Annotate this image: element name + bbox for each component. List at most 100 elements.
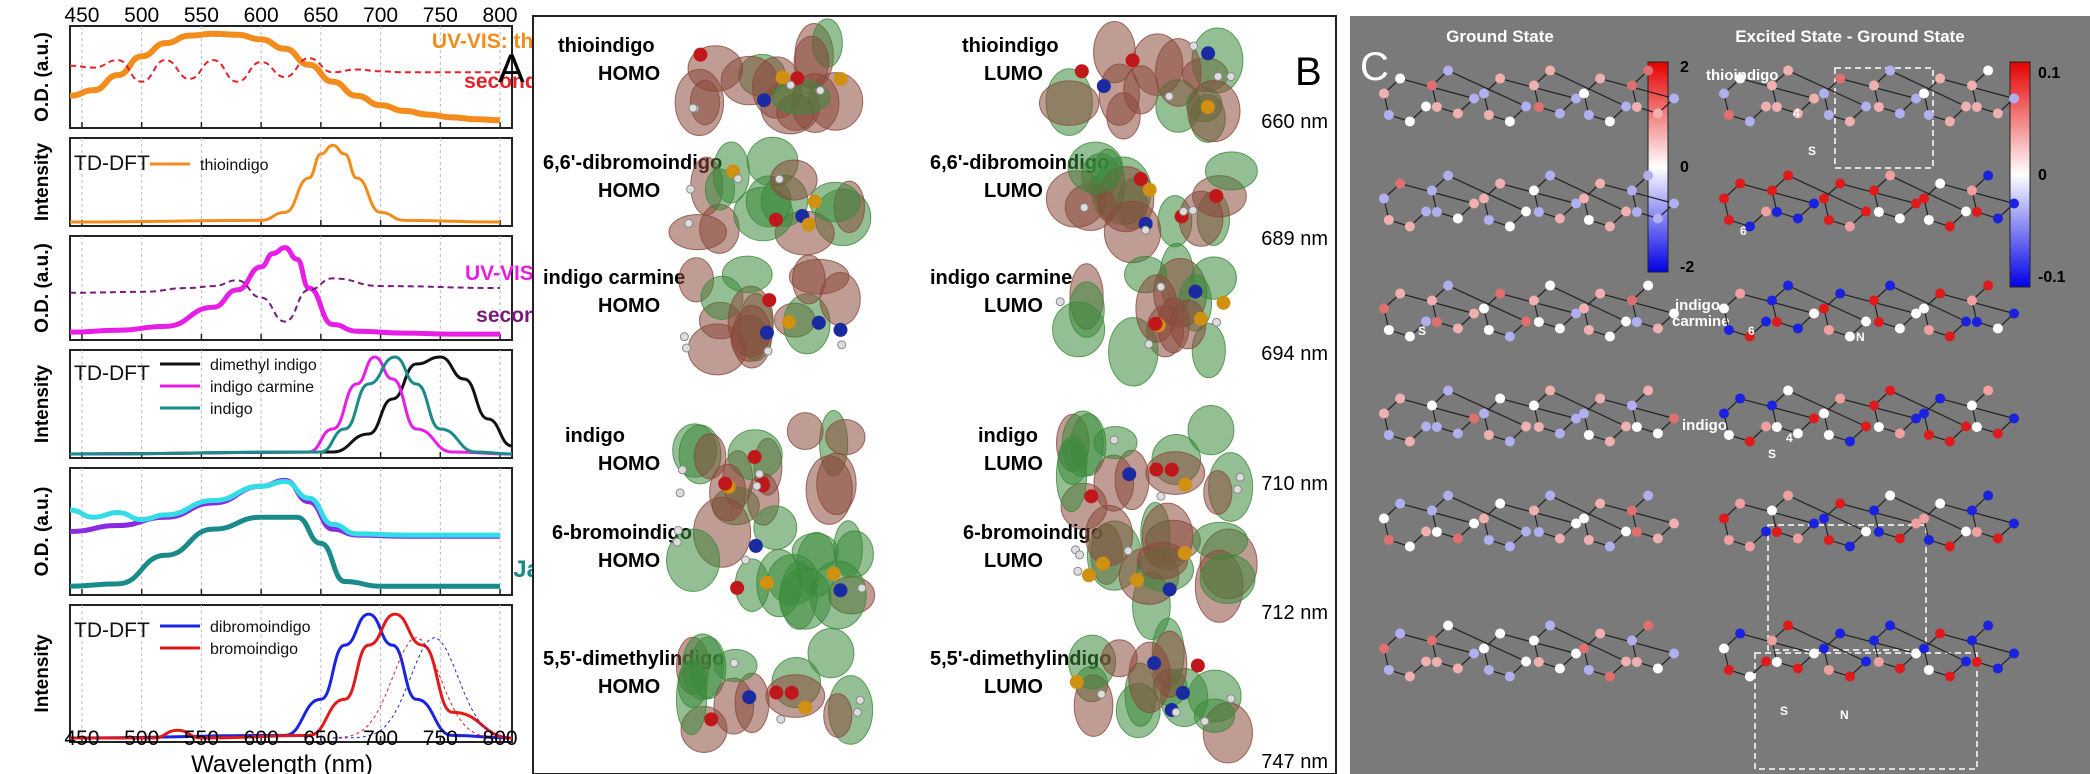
atom-node	[1966, 400, 1977, 411]
atom-node	[1935, 393, 1946, 404]
atom-node	[1478, 643, 1489, 654]
bond	[1499, 77, 1577, 100]
hydrogen-atom	[1156, 491, 1166, 501]
lumo-molecule-name: 5,5'-dimethylindigo	[930, 648, 1111, 670]
atom-node	[1626, 295, 1637, 306]
atom-node	[1504, 221, 1515, 232]
atom	[762, 293, 777, 308]
atom-node	[1885, 385, 1896, 396]
atom-node	[1818, 193, 1829, 204]
atom-node	[1521, 656, 1532, 667]
atom-node	[1809, 198, 1820, 209]
atom-node	[1966, 80, 1977, 91]
molecule	[1378, 65, 1680, 127]
atom	[1147, 656, 1162, 671]
atom-node	[1783, 490, 1794, 501]
atom	[742, 690, 757, 705]
atom-node	[1431, 656, 1442, 667]
atom	[759, 325, 774, 340]
atom-node	[1533, 421, 1544, 432]
atom-node	[1533, 656, 1544, 667]
atom-node	[1835, 178, 1846, 189]
atom-node	[1971, 526, 1982, 537]
atom-node	[1483, 214, 1494, 225]
atom	[833, 322, 848, 337]
bond	[1399, 77, 1475, 100]
atom-node	[1923, 214, 1934, 225]
atom-node	[1944, 116, 1955, 127]
atom-node	[1983, 65, 1994, 76]
atom-node	[1873, 101, 1884, 112]
atom-node	[1761, 656, 1772, 667]
atom-node	[1643, 65, 1654, 76]
series-line-indigo	[69, 355, 513, 456]
sub-band-line	[332, 636, 513, 739]
bond	[1787, 285, 1867, 323]
atom-node	[1718, 88, 1729, 99]
atom-node	[1545, 620, 1556, 631]
atom-node	[1771, 421, 1782, 432]
atom-node	[1868, 635, 1879, 646]
atom	[801, 217, 816, 232]
atom-node	[1885, 170, 1896, 181]
atom	[1178, 477, 1193, 492]
hydrogen-atom	[774, 174, 784, 184]
atom-node	[1604, 541, 1615, 552]
atom-node	[2009, 93, 2020, 104]
atom	[718, 476, 733, 491]
hydrogen-atom	[1055, 297, 1065, 307]
atom-node	[1735, 498, 1746, 509]
hydrogen-atom	[675, 488, 685, 498]
atom-node	[1631, 656, 1642, 667]
atom-node	[1421, 526, 1432, 537]
atom-node	[1469, 93, 1480, 104]
label-indigo-1: indigo	[1675, 297, 1720, 314]
atom-node	[1426, 295, 1437, 306]
atom-node	[1873, 206, 1884, 217]
hydrogen-atom	[786, 80, 796, 90]
bond	[1499, 182, 1577, 205]
hydrogen-atom	[1079, 202, 1089, 212]
atom-node	[1604, 221, 1615, 232]
atom-node	[1868, 80, 1879, 91]
atom-node	[1504, 331, 1515, 342]
top-tick-label: 550	[184, 4, 219, 27]
atom-node	[1923, 324, 1934, 335]
bond	[1499, 292, 1577, 315]
atom-node	[1935, 73, 1946, 84]
atom-node	[1626, 505, 1637, 516]
atom-node	[1868, 400, 1879, 411]
atom-node	[1395, 178, 1406, 189]
atom-node	[1894, 323, 1905, 334]
hydrogen-atom	[688, 103, 698, 113]
atom	[747, 450, 762, 465]
atom	[1193, 311, 1208, 326]
atom-node	[1554, 213, 1565, 224]
atom-label: N	[1840, 708, 1849, 722]
bond	[1549, 390, 1627, 428]
atom-node	[1478, 193, 1489, 204]
atom-node	[1545, 385, 1556, 396]
legend-label: indigo carmine	[210, 379, 314, 396]
wavelength-label: 712 nm	[1261, 602, 1328, 624]
panel-a: 450 500 550 600 650 700 750 800 O.D. (a.u.) UV-V…	[32, 4, 658, 774]
hydrogen-atom	[673, 526, 683, 536]
atom-node	[1735, 628, 1746, 639]
atom-node	[1495, 288, 1506, 299]
orbital-row: 5,5'-dimethylindigoHOMO5,5'-dimethylindi…	[543, 617, 1328, 773]
series-line-uv-vis-ind-carm-	[69, 245, 501, 337]
bond	[1787, 495, 1867, 533]
atom-node	[1766, 505, 1777, 516]
atom-label: 4	[1786, 431, 1793, 445]
atom-node	[1426, 400, 1437, 411]
atom	[811, 315, 826, 330]
hydrogen-atom	[1235, 472, 1245, 482]
atom-node	[1944, 541, 1955, 552]
atom-node	[1992, 213, 2003, 224]
panel-c-letter: C	[1360, 45, 1389, 89]
atom-node	[1771, 656, 1782, 667]
panel-b: B thioindigo HOMO thioindigo LUMO 660 nm 6,6'…	[532, 15, 1337, 774]
atom	[1162, 582, 1177, 597]
atom-node	[1504, 116, 1515, 127]
